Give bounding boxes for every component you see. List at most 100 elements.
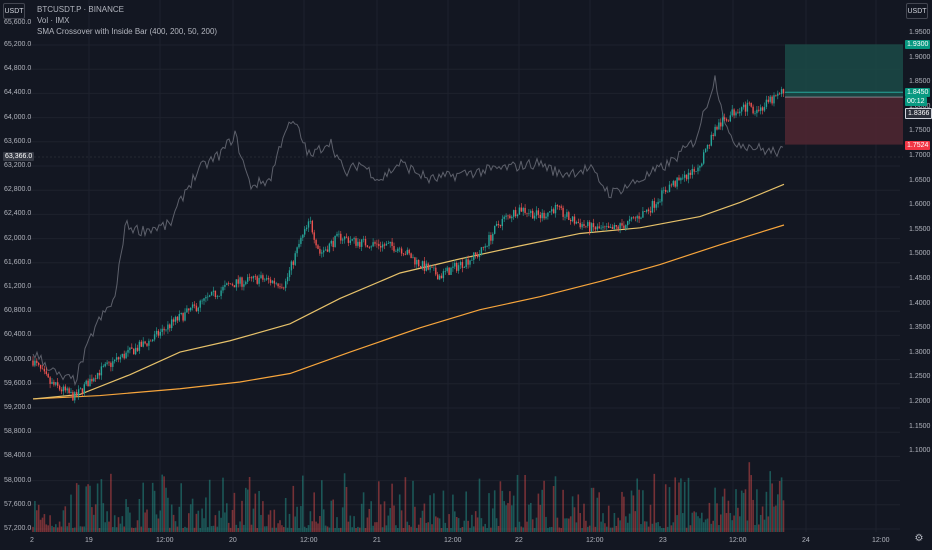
candle-body (70, 391, 72, 394)
volume-bar (499, 481, 502, 532)
volume-bar (174, 521, 177, 532)
candle-body (207, 296, 209, 298)
volume-bar (370, 501, 372, 532)
candle-body (34, 360, 36, 366)
volume-bar (735, 489, 737, 532)
candle-body (566, 212, 568, 217)
candle-body (83, 384, 85, 394)
volume-bar (303, 526, 306, 532)
volume-bar (258, 490, 260, 532)
candle-body (258, 278, 260, 284)
volume-bar (410, 526, 412, 532)
candle-body (321, 252, 323, 254)
volume-bar (454, 511, 456, 532)
volume-bar (98, 527, 101, 532)
symbol-title[interactable]: BTCUSDT.P · BINANCE (37, 5, 124, 14)
candle-body (233, 285, 236, 288)
volume-bar (423, 503, 426, 532)
volume-bar (184, 526, 186, 532)
volume-bar (355, 527, 357, 532)
left-axis-tick-label: 57,600.0 (4, 500, 32, 508)
indicator-legend[interactable]: SMA Crossover with Inside Bar (400, 200,… (37, 27, 218, 36)
volume-bar (362, 492, 365, 532)
candle-body (454, 262, 456, 267)
volume-bar (739, 516, 741, 532)
candle-body (305, 227, 308, 230)
candle-body (355, 238, 357, 246)
volume-bar (664, 484, 667, 532)
volume-bar (746, 520, 749, 532)
candle-body (338, 233, 340, 235)
volume-bar (345, 486, 348, 532)
candle-body (395, 251, 397, 252)
volume-bar (324, 525, 327, 532)
volume-bar (94, 504, 97, 532)
candle-body (530, 210, 532, 214)
candle-body (429, 267, 431, 270)
volume-bar (577, 494, 580, 532)
candle-body (644, 211, 646, 212)
right-axis-tick-label: 1.5000 (909, 250, 931, 258)
candle-body (678, 177, 680, 181)
volume-bar (452, 494, 454, 532)
volume-bar (414, 506, 416, 532)
volume-bar (252, 508, 255, 532)
volume-bar (550, 526, 553, 532)
gear-icon[interactable]: ⚙ (914, 533, 924, 544)
volume-bar (131, 527, 133, 532)
candle-body (357, 241, 359, 246)
candle-body (376, 243, 378, 245)
volume-bar (239, 521, 241, 532)
candle-body (239, 277, 241, 284)
candle-body (571, 216, 574, 222)
candle-body (532, 210, 534, 219)
volume-bar (302, 475, 304, 532)
candle-body (619, 223, 621, 229)
candle-body (323, 250, 325, 253)
candle-body (568, 212, 570, 220)
candle-body (438, 275, 441, 280)
candle-body (752, 106, 754, 114)
volume-bar (632, 495, 635, 532)
candle-body (589, 222, 591, 232)
volume-bar (526, 521, 528, 532)
volume-bar (777, 494, 779, 532)
volume-bar (657, 522, 659, 532)
left-scale-currency-button[interactable]: USDT (3, 3, 25, 19)
candle-body (739, 111, 741, 114)
volume-bar (645, 521, 648, 532)
candle-body (581, 224, 583, 228)
candle-body (188, 308, 190, 311)
volume-bar (583, 503, 585, 532)
volume-bar (343, 473, 346, 532)
candle-body (760, 107, 762, 111)
volume-bar (334, 527, 336, 532)
candle-body (361, 239, 363, 247)
volume-bar (573, 507, 576, 532)
candle-body (286, 277, 289, 282)
volume-bar (621, 491, 623, 532)
right-scale-currency-button[interactable]: USDT (906, 3, 928, 19)
candle-body (722, 117, 724, 127)
volume-bar (224, 512, 226, 532)
candle-body (594, 227, 597, 230)
candle-body (199, 300, 201, 308)
candle-body (518, 207, 521, 215)
volume-bar (465, 491, 467, 532)
candle-body (368, 247, 370, 248)
candle-body (328, 243, 331, 252)
volume-bar (351, 527, 353, 532)
candle-body (476, 254, 479, 258)
candle-body (302, 234, 304, 238)
volume-bar (687, 477, 690, 532)
volume-bar (733, 515, 735, 532)
candle-body (461, 261, 464, 268)
volume-bar (212, 525, 215, 532)
candle-body (218, 295, 220, 297)
volume-legend[interactable]: Vol · IMX (37, 16, 70, 25)
candle-body (556, 204, 559, 207)
volume-bar (41, 517, 44, 532)
candle-body (737, 112, 739, 114)
time-axis-label: 20 (229, 537, 237, 544)
